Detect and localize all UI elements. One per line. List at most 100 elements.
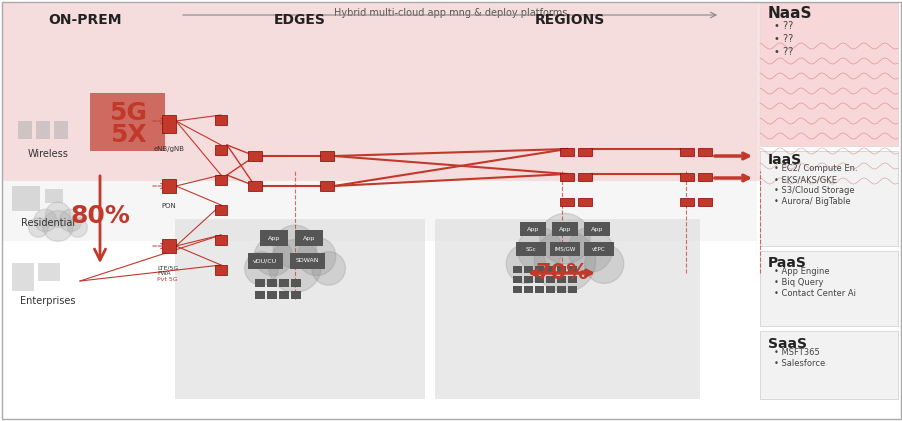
FancyBboxPatch shape [12,263,34,291]
Text: • Contact Center Ai: • Contact Center Ai [773,289,855,298]
FancyBboxPatch shape [267,291,277,299]
FancyBboxPatch shape [512,266,521,273]
FancyBboxPatch shape [267,279,277,287]
FancyBboxPatch shape [12,186,40,211]
FancyBboxPatch shape [679,173,694,181]
Circle shape [584,244,623,283]
Circle shape [268,240,321,293]
Text: IMS/GW: IMS/GW [554,247,575,251]
FancyBboxPatch shape [679,148,694,156]
Text: • App Engine: • App Engine [773,267,829,276]
Text: App: App [268,235,280,240]
FancyBboxPatch shape [557,286,566,293]
Circle shape [311,252,345,285]
FancyBboxPatch shape [697,148,711,156]
FancyBboxPatch shape [295,230,323,246]
FancyBboxPatch shape [759,3,897,146]
FancyBboxPatch shape [260,230,288,246]
Text: App: App [590,226,603,232]
Text: 80%: 80% [70,204,130,228]
FancyBboxPatch shape [512,286,521,293]
FancyBboxPatch shape [523,286,532,293]
Text: • MSFT365: • MSFT365 [773,348,819,357]
FancyBboxPatch shape [759,151,897,246]
Circle shape [29,218,48,237]
Text: • Biq Query: • Biq Query [773,278,823,287]
Text: PON: PON [161,203,176,209]
FancyBboxPatch shape [697,173,711,181]
Circle shape [60,209,82,232]
FancyBboxPatch shape [38,263,60,281]
FancyBboxPatch shape [515,242,546,256]
FancyBboxPatch shape [215,205,226,215]
FancyBboxPatch shape [559,148,574,156]
FancyBboxPatch shape [551,222,577,236]
Text: 5G: 5G [109,101,147,125]
FancyBboxPatch shape [759,331,897,399]
Text: SDWAN: SDWAN [295,258,318,264]
Text: SaaS: SaaS [767,337,806,351]
Text: PaaS: PaaS [767,256,806,270]
FancyBboxPatch shape [90,93,165,151]
Text: Enterprises: Enterprises [20,296,76,306]
Text: • Salesforce: • Salesforce [773,359,824,368]
FancyBboxPatch shape [520,222,546,236]
FancyBboxPatch shape [534,266,543,273]
Text: LTE/5G: LTE/5G [157,265,178,270]
FancyBboxPatch shape [161,179,176,193]
Circle shape [539,213,590,264]
Text: NaaS: NaaS [767,6,812,21]
FancyBboxPatch shape [279,291,289,299]
FancyBboxPatch shape [577,198,592,206]
FancyBboxPatch shape [215,175,226,185]
FancyBboxPatch shape [254,279,264,287]
FancyBboxPatch shape [546,276,555,283]
FancyBboxPatch shape [215,265,226,275]
FancyBboxPatch shape [435,219,699,399]
FancyBboxPatch shape [248,253,282,269]
FancyArrowPatch shape [95,176,106,260]
FancyBboxPatch shape [559,173,574,181]
Text: 5X: 5X [109,123,146,147]
Text: REGIONS: REGIONS [534,13,604,27]
Text: Pvt 5G: Pvt 5G [157,277,178,282]
Text: eNB/gNB: eNB/gNB [153,146,184,152]
FancyBboxPatch shape [559,198,574,206]
Text: • Aurora/ BigTable: • Aurora/ BigTable [773,197,850,206]
Text: ON-PREM: ON-PREM [48,13,122,27]
FancyBboxPatch shape [577,148,592,156]
FancyBboxPatch shape [248,151,262,161]
Circle shape [34,209,57,232]
FancyBboxPatch shape [577,173,592,181]
FancyBboxPatch shape [557,276,566,283]
FancyBboxPatch shape [319,151,334,161]
FancyBboxPatch shape [161,115,176,133]
Text: Wireless: Wireless [28,149,69,159]
FancyBboxPatch shape [290,279,300,287]
Circle shape [254,237,292,276]
Text: Residential: Residential [21,218,75,228]
FancyBboxPatch shape [759,251,897,326]
FancyBboxPatch shape [36,121,50,139]
FancyBboxPatch shape [248,181,262,191]
Text: • EC2/ Compute En.: • EC2/ Compute En. [773,164,857,173]
FancyBboxPatch shape [567,276,576,283]
Circle shape [68,218,87,237]
Circle shape [42,210,73,241]
FancyBboxPatch shape [2,3,759,181]
Text: • S3/Cloud Storage: • S3/Cloud Storage [773,186,853,195]
Text: SGc: SGc [525,247,536,251]
FancyBboxPatch shape [161,239,176,253]
FancyBboxPatch shape [567,286,576,293]
Text: IaaS: IaaS [767,153,801,167]
FancyBboxPatch shape [523,266,532,273]
FancyBboxPatch shape [290,253,325,269]
FancyBboxPatch shape [534,286,543,293]
FancyBboxPatch shape [584,222,610,236]
Text: vDU/CU: vDU/CU [253,258,277,264]
Text: FWA: FWA [157,271,170,276]
Text: vEPC: vEPC [592,247,605,251]
Text: 70%: 70% [535,263,588,283]
Text: • ??: • ?? [773,47,792,57]
FancyBboxPatch shape [679,198,694,206]
